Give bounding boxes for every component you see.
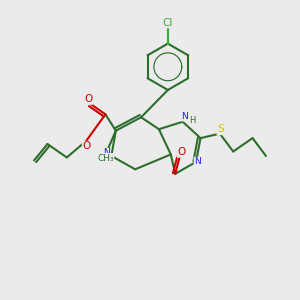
Text: CH₃: CH₃ [97,154,114,163]
Text: N: N [182,112,188,121]
Text: S: S [217,124,224,134]
Text: O: O [82,141,91,152]
Text: H: H [189,116,195,125]
Text: H: H [103,156,109,165]
Text: N: N [103,148,110,158]
Text: Cl: Cl [163,18,173,28]
Text: O: O [177,147,185,157]
Text: O: O [84,94,92,104]
Text: N: N [194,158,201,166]
